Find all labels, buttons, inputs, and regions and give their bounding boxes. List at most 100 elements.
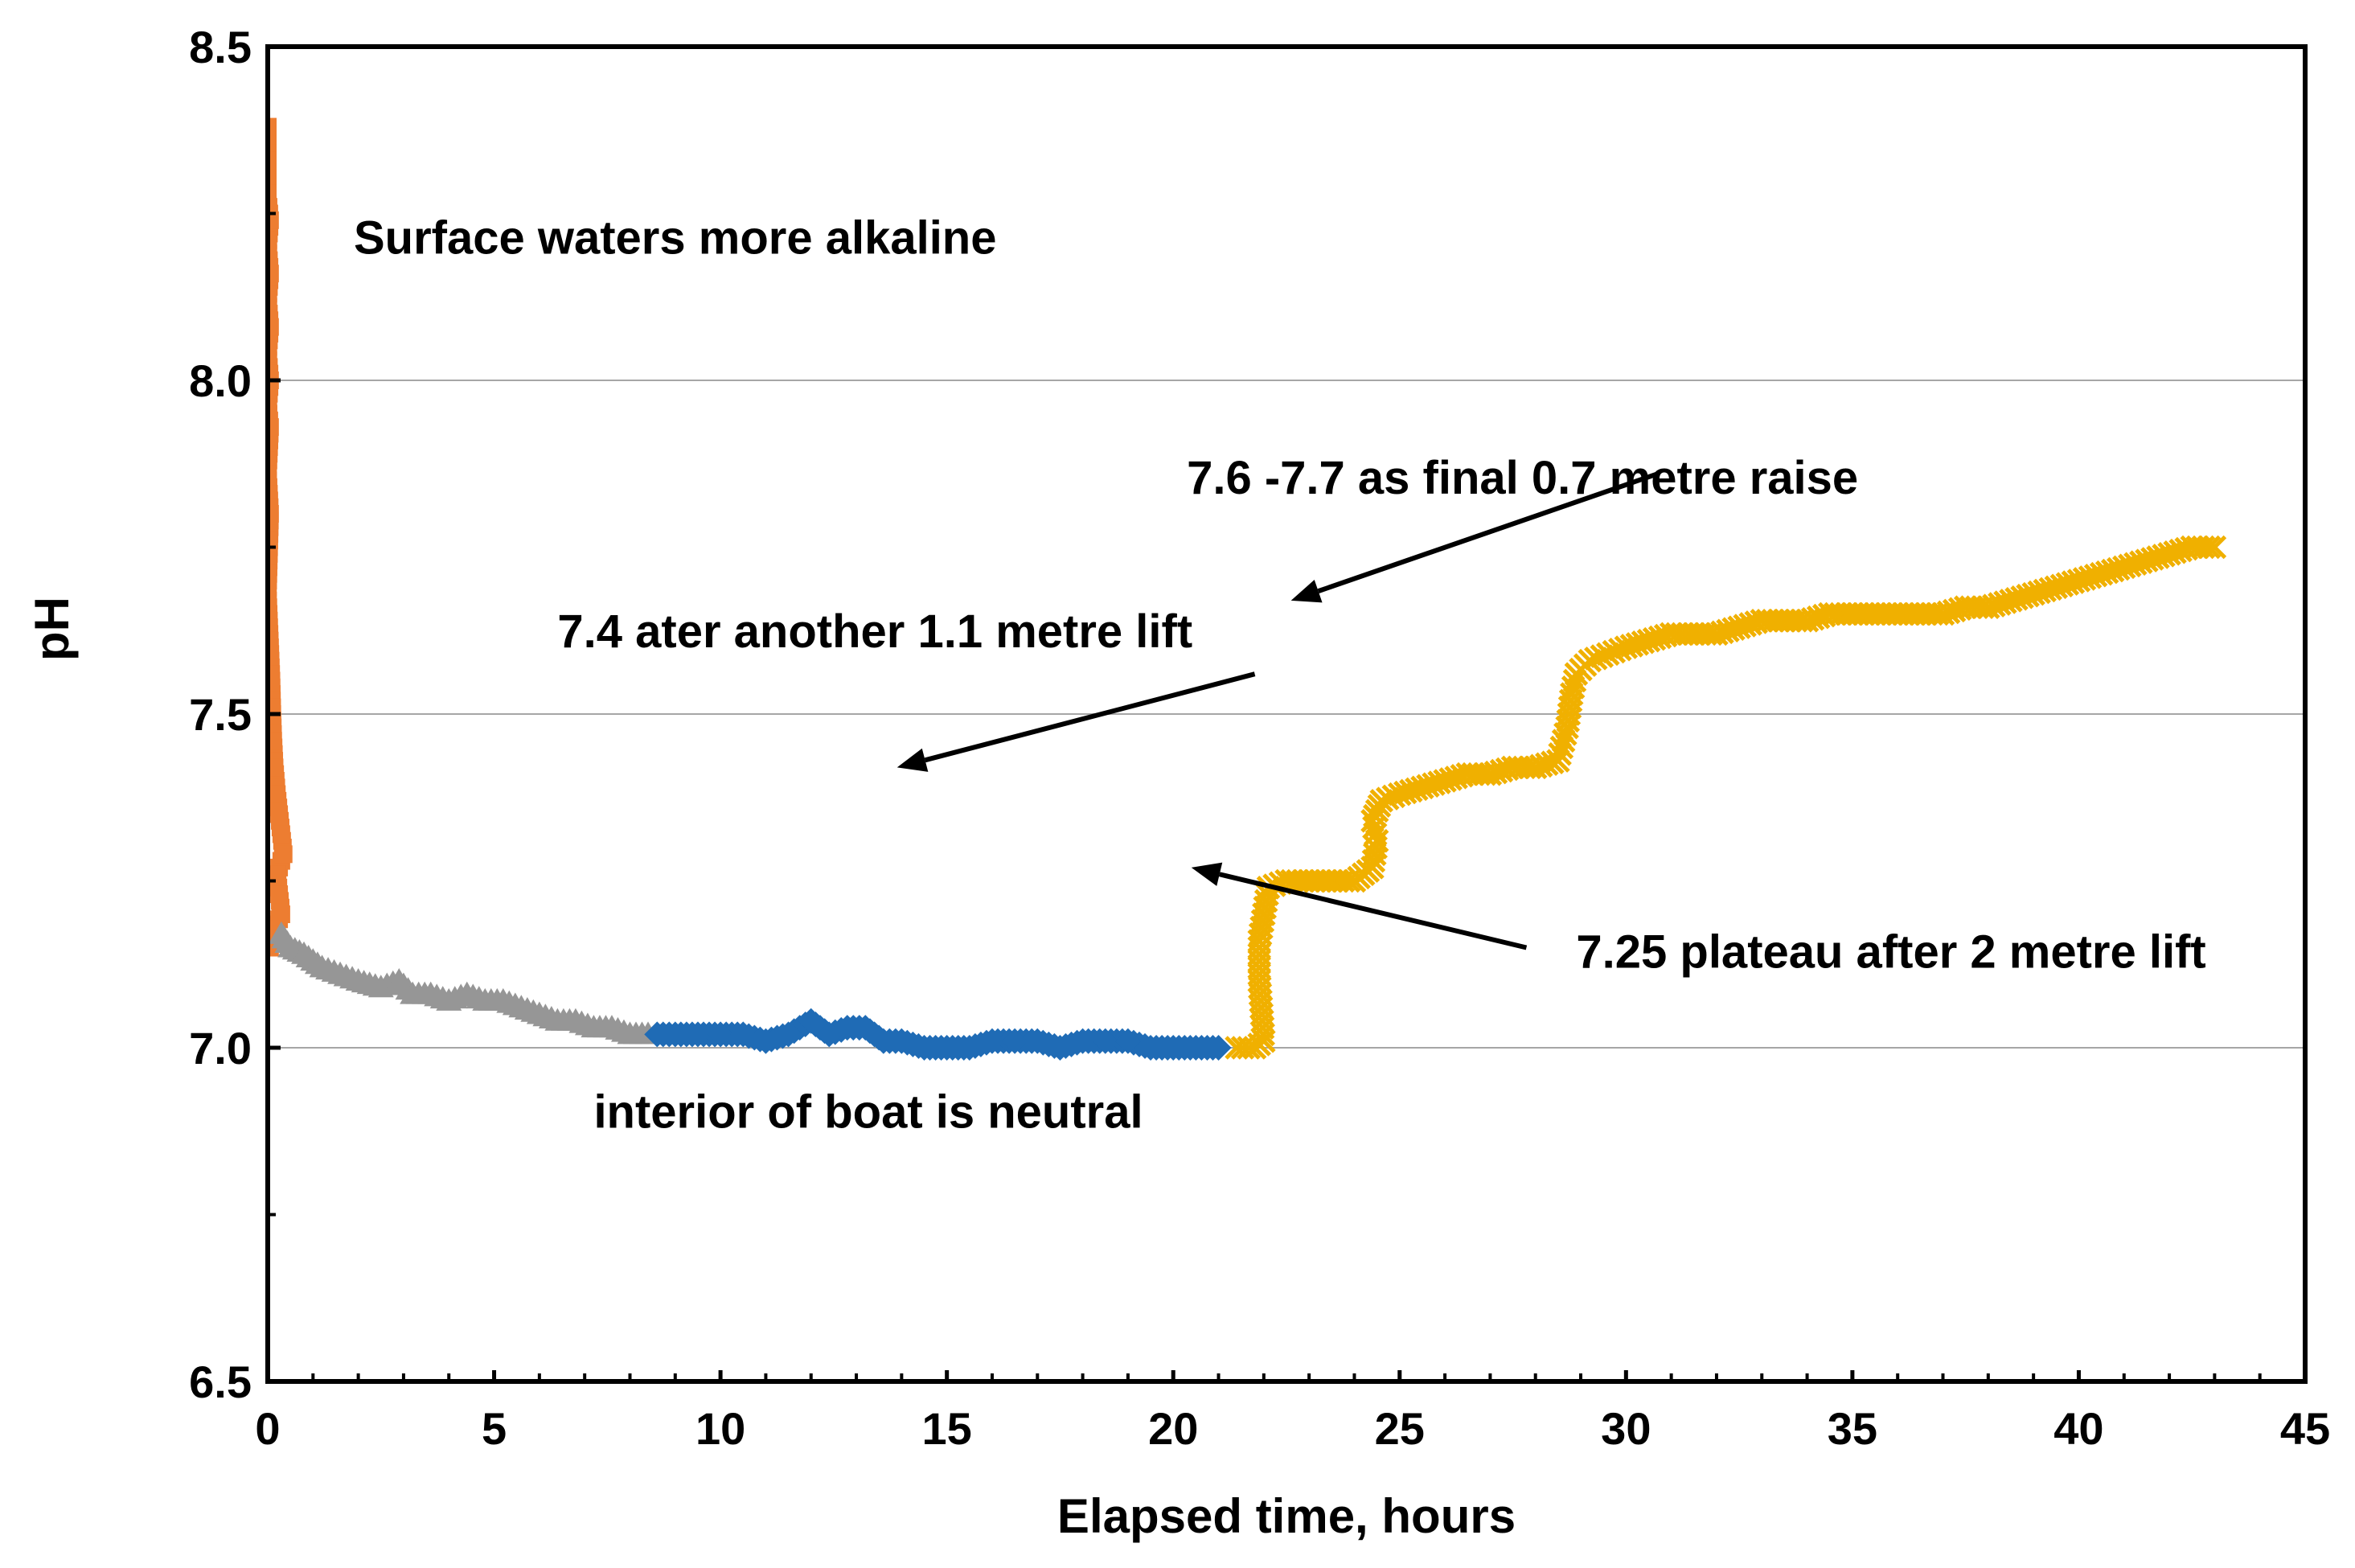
series-1: [268, 921, 662, 1045]
axis-ticks: 0 5 10 15 20 25 30 35 40 45 6.5 7.0 7.5 8.0 8.5: [189, 22, 2330, 1454]
data-point: [2135, 548, 2159, 573]
data-point: [684, 1021, 711, 1048]
data-point: [1885, 601, 1910, 626]
data-point: [644, 1021, 671, 1048]
data-point-fill: [1549, 735, 1574, 760]
data-point: [2157, 542, 2181, 566]
data-point: [708, 1021, 734, 1048]
data-point: [270, 805, 289, 823]
data-point: [1908, 601, 1933, 626]
annotation-arrowhead-2: [1191, 862, 1223, 886]
x-tick-label-3: 15: [922, 1403, 972, 1454]
data-point: [526, 1001, 552, 1024]
data-point: [291, 941, 318, 964]
data-point: [1225, 1036, 1249, 1060]
annotation-arrowhead-1: [896, 748, 929, 772]
data-point: [834, 1015, 860, 1041]
data-point: [1360, 856, 1385, 880]
data-point: [662, 1021, 688, 1048]
data-point: [1772, 609, 1797, 633]
data-point: [1342, 868, 1367, 893]
x-axis-title: Elapsed time, hours: [1057, 1489, 1516, 1543]
data-point: [508, 995, 535, 1018]
data-point: [1976, 595, 2000, 619]
data-point: [870, 1028, 896, 1054]
data-point: [1369, 789, 1394, 813]
data-point: [956, 1035, 983, 1061]
y-axis-title: pH: [25, 597, 79, 661]
data-point: [1297, 868, 1321, 893]
annotation-arrow-1: [924, 671, 1256, 763]
data-point: [1555, 715, 1579, 740]
x-tick-label-1: 5: [482, 1403, 507, 1454]
data-point: [2180, 535, 2204, 560]
data-point: [436, 987, 462, 1011]
data-point: [581, 1015, 607, 1038]
x-tick-label-6: 30: [1601, 1403, 1651, 1454]
data-point: [1559, 682, 1584, 706]
data-point-fill: [1548, 742, 1572, 766]
data-point: [417, 981, 444, 1004]
data-point: [753, 1028, 779, 1054]
data-point: [327, 961, 354, 984]
series-0: [265, 117, 293, 957]
data-point: [1002, 1028, 1028, 1054]
data-point: [852, 1015, 879, 1041]
y-tick-label-1: 7.0: [189, 1023, 252, 1073]
annotation-text-0: Surface waters more alkaline: [354, 211, 997, 264]
data-point: [1092, 1028, 1118, 1054]
data-point: [1523, 755, 1548, 780]
data-point: [775, 1021, 802, 1048]
annotation-arrow-0: [1317, 471, 1659, 593]
data-points: [265, 117, 2227, 1061]
data-point: [1160, 1035, 1187, 1061]
data-point: [345, 968, 371, 991]
y-tick-label-4: 8.5: [189, 22, 252, 72]
data-point: [1596, 642, 1620, 667]
data-point: [1410, 775, 1434, 800]
data-point: [1953, 595, 1978, 619]
data-point: [730, 1021, 757, 1048]
data-point: [2089, 561, 2114, 586]
data-point: [268, 785, 286, 803]
data-point: [1247, 929, 1271, 953]
data-point: [1047, 1035, 1073, 1061]
data-point: [490, 987, 516, 1011]
data-point: [1319, 868, 1344, 893]
x-tick-label-0: 0: [255, 1403, 280, 1454]
data-point: [272, 825, 290, 844]
data-point: [1364, 828, 1389, 853]
data-point: [2021, 581, 2045, 606]
data-point: [888, 1028, 915, 1054]
data-point: [1205, 1035, 1232, 1061]
annotation-text-3: 7.25 plateau after 2 metre lift: [1576, 926, 2205, 978]
data-point: [1546, 749, 1570, 773]
data-point: [598, 1015, 625, 1038]
data-point: [1682, 622, 1706, 646]
x-tick-label-5: 25: [1375, 1403, 1425, 1454]
data-point-fill: [1551, 729, 1576, 753]
data-point: [1024, 1028, 1051, 1054]
data-point: [1817, 601, 1842, 626]
x-tick-label-4: 20: [1148, 1403, 1198, 1454]
y-tick-label-2: 7.5: [189, 689, 252, 740]
annotation-text-1: 7.6 -7.7 as final 0.7 metre raise: [1187, 452, 1858, 504]
annotations: Surface waters more alkaline 7.6 -7.7 as …: [354, 211, 2206, 1138]
data-point: [1433, 769, 1457, 793]
data-point: [544, 1008, 571, 1031]
data-point: [562, 1008, 589, 1031]
annotation-text-4: interior of boat is neutral: [593, 1086, 1143, 1139]
data-point: [1360, 809, 1385, 833]
x-tick-label-7: 35: [1828, 1403, 1877, 1454]
x-tick-label-2: 10: [695, 1403, 745, 1454]
data-point: [1478, 761, 1503, 786]
data-point: [1840, 601, 1865, 626]
data-point: [1705, 622, 1729, 646]
data-point: [1727, 615, 1751, 639]
data-point: [1795, 609, 1820, 633]
data-point: [277, 934, 304, 958]
data-point: [274, 845, 293, 864]
data-point-fill: [2197, 535, 2222, 560]
data-point: [979, 1028, 1005, 1054]
